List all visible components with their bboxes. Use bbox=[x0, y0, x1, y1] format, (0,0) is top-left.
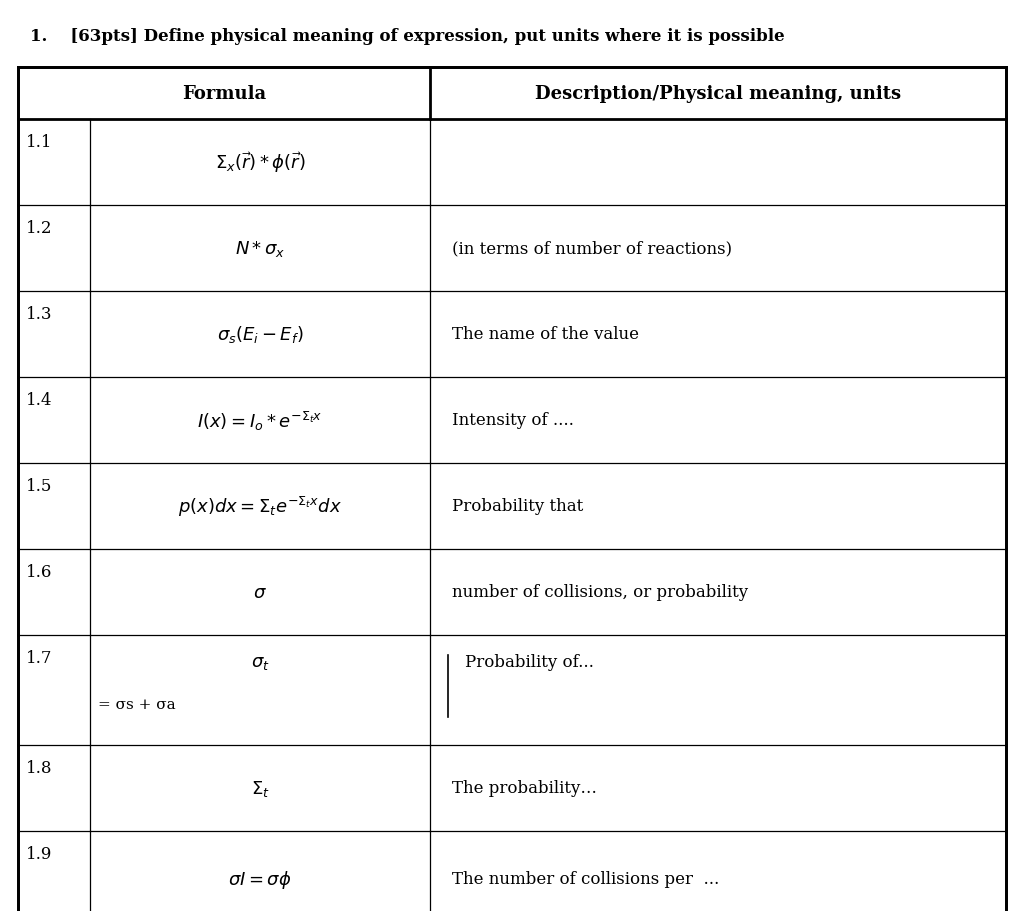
Text: Probability that: Probability that bbox=[452, 498, 584, 515]
Text: $\sigma_s(E_i - E_f)$: $\sigma_s(E_i - E_f)$ bbox=[217, 324, 303, 345]
Text: The name of the value: The name of the value bbox=[452, 326, 639, 343]
Text: 1.1: 1.1 bbox=[26, 134, 52, 151]
Text: 1.6: 1.6 bbox=[26, 563, 52, 580]
Text: 1.    [63pts] Define physical meaning of expression, put units where it is possi: 1. [63pts] Define physical meaning of ex… bbox=[30, 28, 784, 45]
Text: Intensity of ....: Intensity of .... bbox=[452, 412, 573, 429]
Text: (in terms of number of reactions): (in terms of number of reactions) bbox=[452, 241, 732, 257]
Text: 1.5: 1.5 bbox=[26, 477, 52, 495]
Text: The probability…: The probability… bbox=[452, 780, 597, 796]
Text: 1.3: 1.3 bbox=[26, 306, 52, 322]
Text: $\sigma I= \sigma\phi$: $\sigma I= \sigma\phi$ bbox=[228, 868, 292, 890]
Text: $\Sigma_t$: $\Sigma_t$ bbox=[251, 778, 269, 798]
Text: $I(x) = I_o * e^{-\Sigma_t x}$: $I(x) = I_o * e^{-\Sigma_t x}$ bbox=[198, 409, 323, 432]
Text: $N * \sigma_x$: $N * \sigma_x$ bbox=[234, 239, 286, 259]
Text: 1.2: 1.2 bbox=[26, 220, 52, 237]
Text: Formula: Formula bbox=[182, 85, 266, 103]
Text: The number of collisions per  ...: The number of collisions per ... bbox=[452, 871, 719, 887]
Text: $p(x)dx = \Sigma_t e^{-\Sigma_t x}dx$: $p(x)dx = \Sigma_t e^{-\Sigma_t x}dx$ bbox=[178, 495, 342, 518]
Text: 1.9: 1.9 bbox=[26, 845, 52, 862]
Text: 1.8: 1.8 bbox=[26, 759, 52, 776]
Text: $\Sigma_x(\vec{r}) * \phi(\vec{r})$: $\Sigma_x(\vec{r}) * \phi(\vec{r})$ bbox=[215, 150, 305, 175]
Text: $\sigma$: $\sigma$ bbox=[253, 583, 267, 601]
Text: number of collisions, or probability: number of collisions, or probability bbox=[452, 584, 749, 601]
Text: = σs + σa: = σs + σa bbox=[98, 697, 176, 711]
Text: $\sigma_t$: $\sigma_t$ bbox=[251, 653, 269, 671]
Text: Probability of...: Probability of... bbox=[465, 653, 594, 670]
Text: 1.7: 1.7 bbox=[26, 650, 52, 666]
Text: Description/Physical meaning, units: Description/Physical meaning, units bbox=[535, 85, 901, 103]
Text: 1.4: 1.4 bbox=[26, 392, 52, 408]
